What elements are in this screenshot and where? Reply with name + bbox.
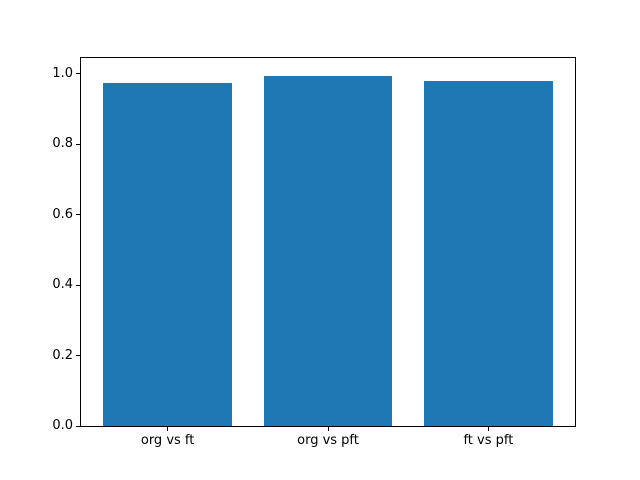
plot-area: 0.0 0.2 0.4 0.6 0.8 1.0 org vs ft org vs pft ft … — [52, 57, 576, 448]
x-tick-label: org vs ft — [140, 433, 195, 448]
y-tick-mark — [76, 73, 80, 75]
y-tick-label: 0.0 — [52, 418, 73, 433]
y-tick-mark — [76, 143, 80, 145]
bar-ft-vs-pft — [424, 80, 553, 426]
y-tick-label: 0.8 — [52, 136, 73, 152]
x-tick-mark — [327, 427, 329, 431]
y-tick-mark — [76, 425, 80, 427]
x-tick-label: org vs pft — [297, 433, 359, 448]
y-tick-label: 0.6 — [52, 206, 73, 222]
bar-org-vs-ft — [103, 82, 232, 426]
y-tick-label: 0.2 — [52, 347, 73, 363]
y-tick-mark — [76, 355, 80, 357]
x-tick-label: ft vs pft — [463, 433, 514, 448]
y-tick-mark — [76, 214, 80, 216]
y-tick-label: 1.0 — [52, 65, 73, 81]
x-tick-mark — [167, 427, 169, 431]
y-tick-label: 0.4 — [52, 277, 73, 293]
y-tick-mark — [76, 284, 80, 286]
x-tick-mark — [487, 427, 489, 431]
bar-org-vs-pft — [263, 75, 393, 426]
